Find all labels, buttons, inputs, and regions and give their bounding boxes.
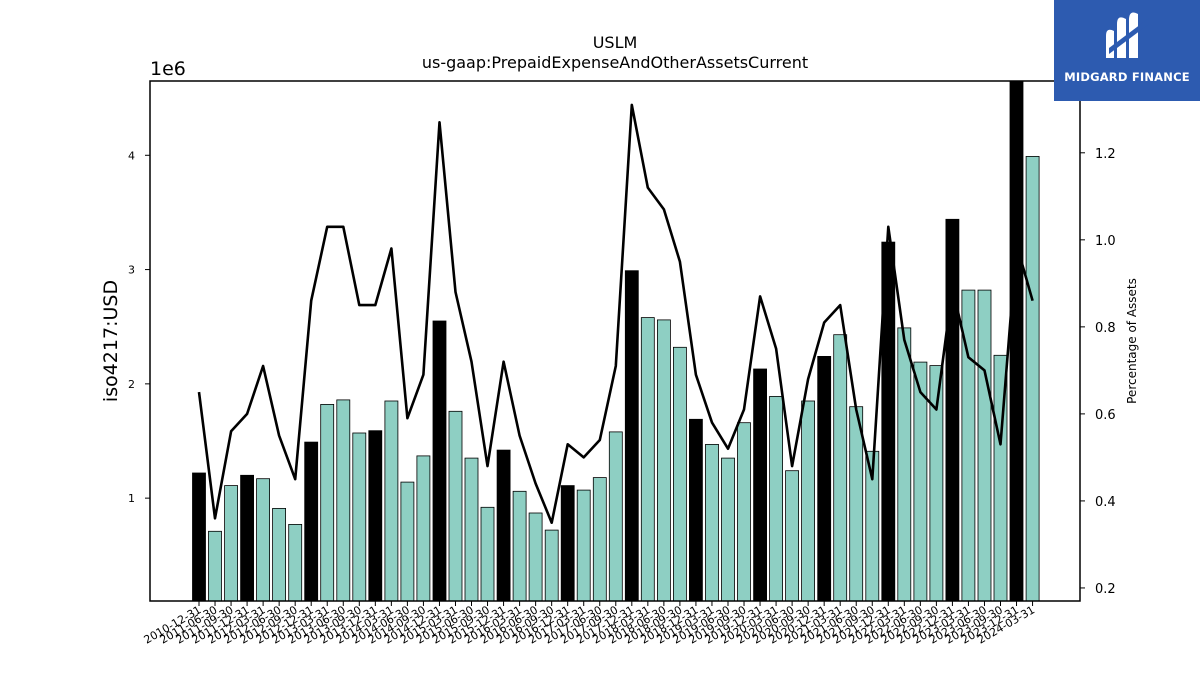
bar-2023-12-31 bbox=[1009, 80, 1024, 602]
percentage-of-assets-line bbox=[197, 103, 1034, 525]
bar-2014-09-30 bbox=[416, 455, 431, 602]
bar-2016-12-31 bbox=[560, 485, 575, 602]
y-tick-label: 3 bbox=[128, 264, 135, 277]
y2-tick-label: 1.2 bbox=[1095, 147, 1116, 162]
bar-2023-06-30 bbox=[977, 289, 992, 602]
line-series bbox=[197, 103, 1034, 525]
plot-frame bbox=[149, 80, 1081, 602]
y-tick-label: 1 bbox=[128, 492, 135, 505]
bar-2012-12-31 bbox=[304, 441, 319, 602]
bar-2015-09-30 bbox=[480, 506, 495, 602]
chart-title: USLM bbox=[593, 33, 638, 52]
bar-2018-03-31 bbox=[640, 317, 655, 602]
bar-2013-09-30 bbox=[352, 432, 367, 602]
logo-text: MIDGARD FINANCE bbox=[1064, 70, 1190, 84]
bar-2018-09-30 bbox=[673, 346, 687, 602]
bar-2019-03-31 bbox=[705, 443, 719, 602]
bar-2020-12-31 bbox=[817, 355, 832, 602]
bar-2016-06-30 bbox=[528, 512, 543, 602]
bar-2010-12-31 bbox=[192, 472, 206, 602]
bar-2020-06-30 bbox=[785, 470, 799, 602]
bar-2015-12-31 bbox=[496, 449, 511, 602]
bar-2022-12-31 bbox=[945, 218, 960, 602]
bar-2020-03-31 bbox=[769, 395, 783, 602]
bar-2021-03-31 bbox=[833, 334, 848, 602]
y-axis-multiplier: 1e6 bbox=[150, 58, 186, 80]
bar-2016-03-31 bbox=[512, 490, 527, 602]
y-tick-label: 4 bbox=[128, 149, 135, 162]
bar-2013-06-30 bbox=[336, 399, 351, 602]
y2-tick-label: 0.4 bbox=[1095, 495, 1116, 510]
bar-2015-06-30 bbox=[464, 457, 479, 602]
bar-2017-12-31 bbox=[624, 270, 639, 602]
chart-subtitle: us-gaap:PrepaidExpenseAndOtherAssetsCurr… bbox=[422, 53, 808, 72]
bar-2014-12-31 bbox=[432, 320, 447, 602]
bar-2013-03-31 bbox=[320, 403, 335, 602]
bar-2013-12-31 bbox=[368, 430, 383, 602]
bar-2014-03-31 bbox=[384, 400, 399, 602]
y2-axis-label: Percentage of Assets bbox=[1125, 278, 1139, 404]
bar-2015-03-31 bbox=[448, 410, 463, 602]
y2-tick-label: 0.6 bbox=[1095, 408, 1116, 423]
bar-2011-12-31 bbox=[240, 474, 255, 602]
bar-2011-09-30 bbox=[224, 485, 239, 602]
y2-tick-label: 0.2 bbox=[1095, 582, 1116, 597]
bar-series bbox=[192, 80, 1040, 602]
y-axis-label: iso4217:USD bbox=[100, 280, 122, 402]
bar-2019-12-31 bbox=[753, 368, 767, 602]
bar-2022-03-31 bbox=[897, 327, 912, 602]
logo-badge: MIDGARD FINANCE bbox=[1054, 0, 1200, 101]
bar-2018-06-30 bbox=[657, 319, 671, 602]
bar-2012-06-30 bbox=[272, 507, 287, 602]
bar-2016-09-30 bbox=[544, 529, 559, 602]
bar-2024-03-31 bbox=[1025, 155, 1040, 602]
bar-2017-09-30 bbox=[608, 431, 623, 602]
y2-tick-label: 0.8 bbox=[1095, 321, 1116, 336]
bar-2020-09-30 bbox=[801, 400, 815, 602]
bar-2012-03-31 bbox=[256, 478, 271, 602]
bar-2017-06-30 bbox=[592, 477, 607, 602]
bar-2021-06-30 bbox=[849, 406, 864, 602]
bar-2018-12-31 bbox=[689, 418, 703, 602]
bar-2017-03-31 bbox=[576, 489, 591, 602]
axes bbox=[149, 80, 1081, 602]
bar-2019-06-30 bbox=[721, 457, 735, 602]
y-tick-label: 2 bbox=[128, 378, 135, 391]
bar-2014-06-30 bbox=[400, 481, 415, 602]
x-axis-ticks: 2010-12-312011-06-302011-09-302011-12-31… bbox=[142, 601, 1037, 647]
bar-2012-09-30 bbox=[288, 524, 303, 602]
y-axis-ticks: 1 2 3 4 bbox=[128, 149, 150, 505]
bar-2011-06-30 bbox=[208, 530, 222, 602]
midgard-m-logo-icon bbox=[1106, 12, 1149, 58]
bar-2019-09-30 bbox=[737, 422, 751, 602]
y2-tick-label: 1.0 bbox=[1095, 234, 1116, 249]
y2-axis-ticks: 0.2 0.4 0.6 0.8 1.0 1.2 bbox=[1080, 147, 1116, 597]
